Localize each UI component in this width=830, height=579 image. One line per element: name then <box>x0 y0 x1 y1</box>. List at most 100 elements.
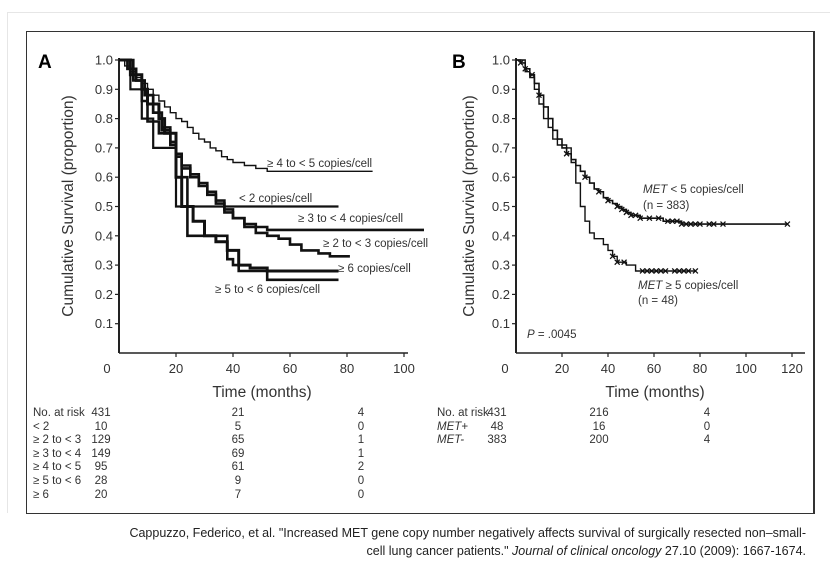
censor-mark <box>582 174 588 181</box>
risk-value: 0 <box>357 488 365 501</box>
km-curve-1 <box>516 59 788 225</box>
censor-mark <box>676 268 683 274</box>
label-5to6: ≥ 5 to < 6 copies/cell <box>215 284 320 296</box>
p-symbol: P <box>527 329 535 341</box>
censor-mark <box>639 268 646 274</box>
censor-mark <box>669 218 676 225</box>
censor-mark <box>632 212 639 219</box>
km-curve-2 <box>119 58 339 208</box>
label-4to5: ≥ 4 to < 5 copies/cell <box>267 158 372 170</box>
risk-value: 2 <box>357 461 365 474</box>
y-tick-label: 0.6 <box>492 170 510 185</box>
y-tick-label: 0.1 <box>492 316 510 331</box>
censor-mark <box>720 221 726 228</box>
label-lt2: < 2 copies/cell <box>239 193 312 205</box>
y-tick-label: 0.8 <box>95 111 113 126</box>
y-tick-label: 0.7 <box>95 140 113 155</box>
censor-mark <box>595 188 602 195</box>
y-tick-label: 1.0 <box>492 53 510 68</box>
censor-mark <box>646 215 653 222</box>
risk-value: 4 <box>357 407 365 419</box>
x-tick-label: 20 <box>555 361 569 376</box>
panel-a-curves <box>119 58 424 282</box>
risk-value: 5 <box>234 420 242 433</box>
x-tick-label: 40 <box>226 361 240 376</box>
risk-row: MET+ 48 16 0 <box>437 421 797 435</box>
caption-line-2-start: cell lung cancer patients." <box>366 544 513 558</box>
risk-value: 1 <box>357 434 365 447</box>
y-tick-label: 1.0 <box>95 53 113 68</box>
censor-mark <box>664 218 671 225</box>
caption-line-1: Cappuzzo, Federico, et al. "Increased ME… <box>129 526 806 540</box>
risk-row: MET- 383 200 4 <box>437 434 797 448</box>
risk-row: < 2 10 5 0 <box>33 421 393 435</box>
risk-value: 10 <box>94 420 108 433</box>
risk-value: 200 <box>589 434 609 447</box>
x-tick-label: 80 <box>693 361 707 376</box>
y-tick-label: 0.3 <box>492 258 510 273</box>
risk-value: 65 <box>231 434 245 447</box>
risk-row-label: No. at risk <box>437 407 489 419</box>
p-value-annotation: P = .0045 <box>527 329 577 341</box>
label-met-ge5: MET ≥ 5 copies/cell <box>638 280 738 292</box>
censor-mark <box>671 268 678 274</box>
panel-a: A Cumulative Survival (proportion) Time … <box>38 52 428 401</box>
censor-mark <box>710 221 717 228</box>
censor-mark <box>623 209 630 216</box>
caption-journal: Journal of clinical oncology <box>512 544 662 558</box>
censor-mark <box>692 268 699 274</box>
label-met-lt5: MET < 5 copies/cell <box>643 184 744 196</box>
x-tick-label: 100 <box>735 361 757 376</box>
label-met-ge5-rest: ≥ 5 copies/cell <box>662 280 738 292</box>
censor-mark <box>685 268 692 274</box>
x-tick-label: 120 <box>781 361 803 376</box>
y-tick-label: 0.5 <box>492 199 510 214</box>
censor-mark <box>692 221 699 228</box>
panel-b-risk-table: No. at risk 431 216 4 MET+ 48 16 0 MET- 383 200 4 <box>437 407 797 448</box>
km-curve-6 <box>119 58 339 282</box>
label-2to3: ≥ 2 to < 3 copies/cell <box>323 238 428 250</box>
label-met-ge5-prefix: MET <box>638 280 663 292</box>
risk-row-label: ≥ 5 to < 6 <box>33 474 82 487</box>
censor-mark <box>680 268 687 274</box>
risk-value: 48 <box>490 420 504 433</box>
risk-row-label: MET+ <box>437 420 468 433</box>
risk-value: 28 <box>94 474 108 487</box>
censor-mark <box>609 253 616 260</box>
panel-a-axes: 0.1 0.2 0.3 0.4 0.5 0.6 0.7 0.8 0.9 1.0 0 20 40 60 80 1… <box>95 53 415 377</box>
risk-row-label: MET- <box>437 434 465 447</box>
risk-value: 7 <box>234 488 242 501</box>
risk-value: 383 <box>487 434 507 447</box>
risk-row: ≥ 6 20 7 0 <box>33 489 393 503</box>
panel-b-x-axis-title: Time (months) <box>605 384 704 401</box>
risk-row-label: ≥ 2 to < 3 <box>33 434 82 447</box>
y-tick-label: 0.9 <box>95 82 113 97</box>
panel-a-letter: A <box>38 52 52 73</box>
censor-mark <box>621 259 628 266</box>
risk-value: 149 <box>91 447 111 460</box>
censor-mark <box>637 215 644 222</box>
risk-row: ≥ 2 to < 3 129 65 1 <box>33 434 393 448</box>
panel-a-y-axis-title: Cumulative Survival (proportion) <box>60 95 77 316</box>
censor-mark <box>648 268 655 274</box>
panel-b-axes: 0.1 0.2 0.3 0.4 0.5 0.6 0.7 0.8 0.9 1.0 0 20 40 60 80 1… <box>492 53 805 376</box>
censor-mark <box>618 206 625 213</box>
x-tick-label: 20 <box>169 361 183 376</box>
censor-mark <box>653 268 660 274</box>
x-tick-label: 0 <box>103 361 110 376</box>
label-met-lt5-n: (n = 383) <box>643 200 690 212</box>
panel-a-curve-labels: ≥ 4 to < 5 copies/cell < 2 copies/cell ≥… <box>215 158 428 296</box>
x-tick-label: 60 <box>647 361 661 376</box>
risk-value: 1 <box>357 447 365 460</box>
panel-b-y-axis-title: Cumulative Survival (proportion) <box>461 95 478 316</box>
panel-b: B Cumulative Survival (proportion) Time … <box>452 52 805 401</box>
censor-mark <box>657 268 664 274</box>
y-tick-label: 0.7 <box>492 140 510 155</box>
panel-b-curves <box>516 59 791 274</box>
censor-mark <box>644 268 651 274</box>
censor-mark <box>662 268 669 274</box>
panel-b-letter: B <box>452 52 466 73</box>
label-ge6: ≥ 6 copies/cell <box>338 263 411 275</box>
x-tick-label: 100 <box>393 361 415 376</box>
